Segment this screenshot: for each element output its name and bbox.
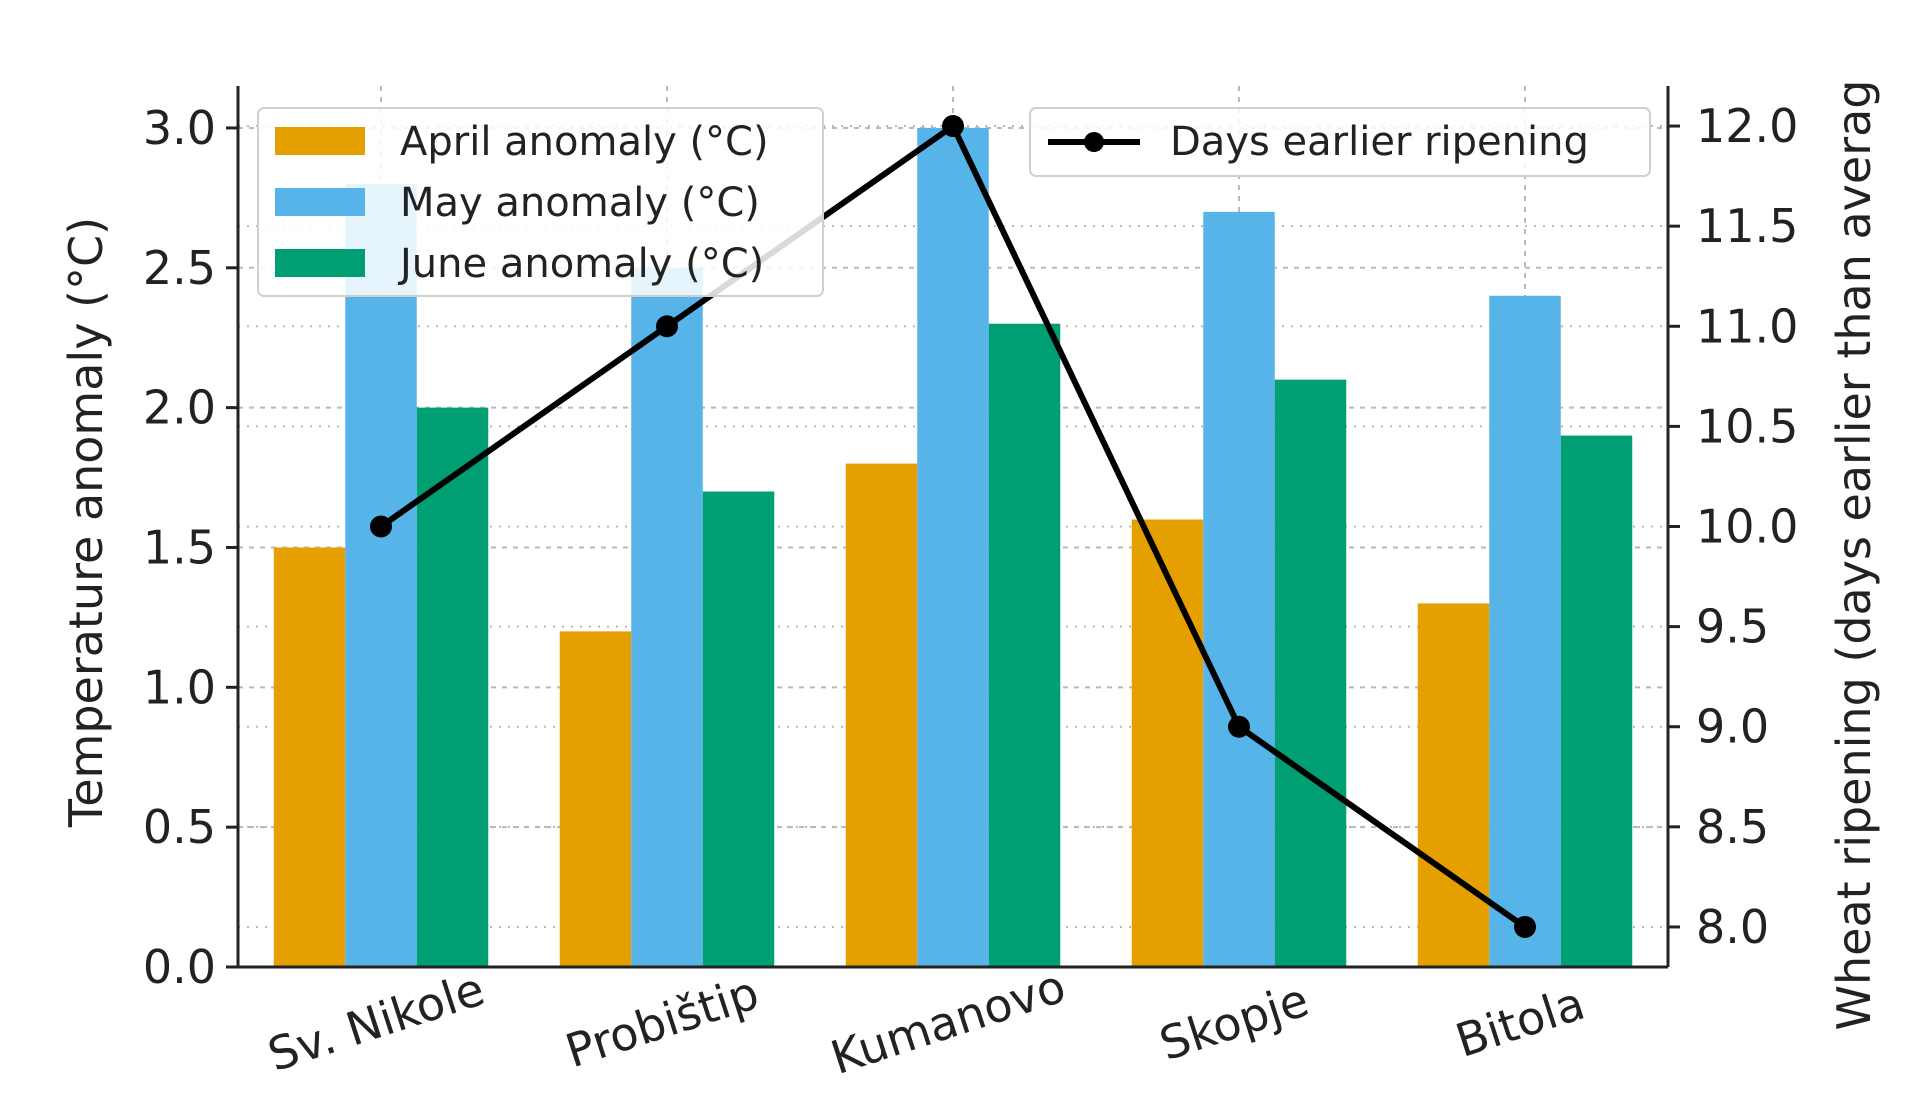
legend-line: Days earlier ripening xyxy=(1029,107,1651,177)
y2-tick-label: 9.5 xyxy=(1696,600,1769,654)
legend-bars-frame xyxy=(257,107,824,297)
y-axis-title: Temperature anomaly (°C) xyxy=(59,217,113,828)
bars xyxy=(273,127,1633,968)
y-tick-label: 0.5 xyxy=(143,800,216,854)
bar-june xyxy=(1274,379,1347,968)
bar-april xyxy=(559,631,632,967)
category-label: Bitola xyxy=(1449,976,1591,1068)
y-tick-label: 2.0 xyxy=(143,381,216,435)
legend-swatch-april xyxy=(275,127,365,155)
ripening-point xyxy=(656,315,678,338)
y-tick-label: 0.0 xyxy=(143,940,216,994)
ripening-point xyxy=(1514,915,1536,938)
bar-june xyxy=(1560,435,1633,968)
legend-label-april: April anomaly (°C) xyxy=(400,119,769,165)
legend-swatch-may xyxy=(275,188,365,216)
legend-label-may: May anomaly (°C) xyxy=(400,180,760,226)
category-label: Sv. Nikole xyxy=(261,962,490,1082)
y2-tick-label: 12.0 xyxy=(1696,99,1798,153)
bar-may xyxy=(917,127,989,967)
ripening-line xyxy=(370,115,1536,938)
bar-june xyxy=(702,491,775,967)
ripening-point xyxy=(1228,715,1250,738)
bar-may xyxy=(1203,211,1275,967)
category-labels: Sv. Nikole Probištip Kumanovo Skopje Bitola xyxy=(261,959,1591,1085)
ripening-point xyxy=(942,115,964,138)
bar-april xyxy=(1417,603,1490,967)
left-axis-ticks: 0.0 0.5 1.0 1.5 2.0 2.5 3.0 xyxy=(143,101,238,994)
y-tick-label: 1.0 xyxy=(143,660,216,714)
bar-april xyxy=(1131,519,1204,967)
y2-tick-label: 10.0 xyxy=(1696,500,1798,554)
category-label: Skopje xyxy=(1153,973,1315,1072)
y-tick-label: 2.5 xyxy=(143,241,216,295)
y2-tick-label: 9.0 xyxy=(1696,700,1769,754)
bar-may xyxy=(631,267,703,967)
legend-label-june: June anomaly (°C) xyxy=(397,241,764,287)
category-label: Kumanovo xyxy=(824,959,1072,1085)
ripening-point xyxy=(370,515,392,538)
bar-april xyxy=(273,547,346,967)
y2-tick-label: 11.0 xyxy=(1696,299,1798,353)
y2-tick-label: 8.5 xyxy=(1696,800,1769,854)
legend-line-marker xyxy=(1084,132,1104,152)
legend-bars: April anomaly (°C) May anomaly (°C) June… xyxy=(257,107,824,297)
bar-may xyxy=(345,183,417,967)
legend-line-frame xyxy=(1029,107,1651,177)
bar-may xyxy=(1489,295,1561,967)
category-label: Probištip xyxy=(559,965,765,1078)
y2-tick-label: 11.5 xyxy=(1696,199,1798,253)
y-tick-label: 1.5 xyxy=(143,520,216,574)
bar-june xyxy=(416,407,489,968)
y2-tick-label: 10.5 xyxy=(1696,399,1798,453)
bar-june xyxy=(988,323,1061,967)
y2-tick-label: 8.0 xyxy=(1696,900,1769,954)
bar-april xyxy=(845,463,918,967)
y-tick-label: 3.0 xyxy=(143,101,216,155)
right-axis-ticks: 8.0 8.5 9.0 9.5 10.0 10.5 11.0 11.5 12.0 xyxy=(1668,99,1798,954)
legend-label-ripening: Days earlier ripening xyxy=(1170,119,1589,165)
y2-axis-title: Wheat ripening (days earlier than averag xyxy=(1827,80,1881,1031)
legend-swatch-june xyxy=(275,249,365,277)
